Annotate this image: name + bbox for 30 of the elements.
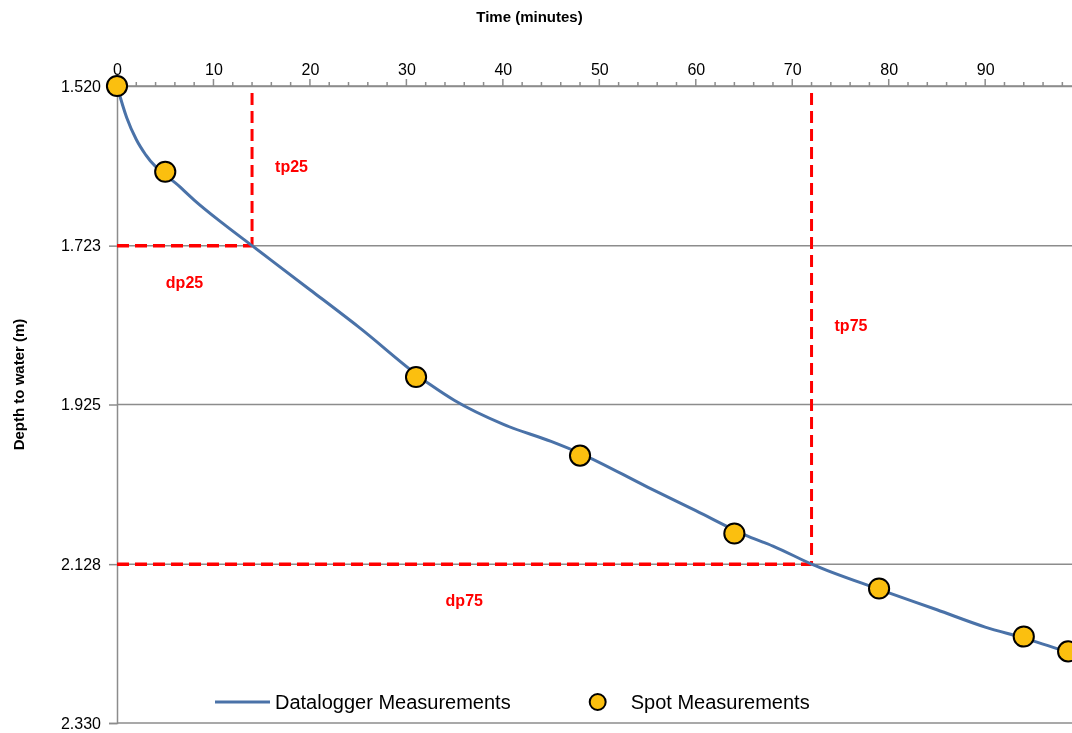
y-tick-label: 1.925 bbox=[60, 396, 102, 414]
y-tick-label: 1.723 bbox=[60, 237, 102, 255]
point bbox=[723, 522, 746, 545]
x-tick-label: 50 bbox=[590, 61, 609, 78]
ref-line-label: tp25 bbox=[275, 158, 309, 175]
x-tick-label: 40 bbox=[494, 61, 513, 78]
x-tick-label: 90 bbox=[976, 61, 995, 78]
x-tick-label: 70 bbox=[783, 61, 802, 78]
point bbox=[154, 160, 177, 183]
point bbox=[404, 365, 428, 389]
y-tick-label: 2.128 bbox=[60, 555, 102, 573]
x-tick-label: 30 bbox=[398, 61, 416, 78]
y-tick-label: 2.330 bbox=[60, 714, 102, 732]
y-axis-title: Depth to water (m) bbox=[10, 318, 27, 451]
point bbox=[105, 74, 129, 98]
point bbox=[568, 444, 592, 467]
x-axis-title: Time (minutes) bbox=[476, 8, 583, 25]
x-tick-label: 10 bbox=[205, 61, 223, 78]
point bbox=[1012, 625, 1035, 648]
x-tick-label: 0 bbox=[113, 61, 123, 78]
x-tick-label: 80 bbox=[880, 61, 899, 78]
ref-line-label: dp75 bbox=[445, 592, 484, 610]
ref-line-label: tp75 bbox=[834, 317, 868, 334]
point bbox=[867, 577, 891, 600]
x-tick-label: 60 bbox=[687, 61, 706, 78]
y-tick-label: 1.520 bbox=[60, 77, 102, 95]
ref-line-label: dp25 bbox=[165, 273, 204, 291]
x-tick-label: 20 bbox=[301, 61, 320, 78]
legend-label: Datalogger Measurements bbox=[275, 691, 511, 713]
legend-label: Spot Measurements bbox=[630, 691, 810, 713]
